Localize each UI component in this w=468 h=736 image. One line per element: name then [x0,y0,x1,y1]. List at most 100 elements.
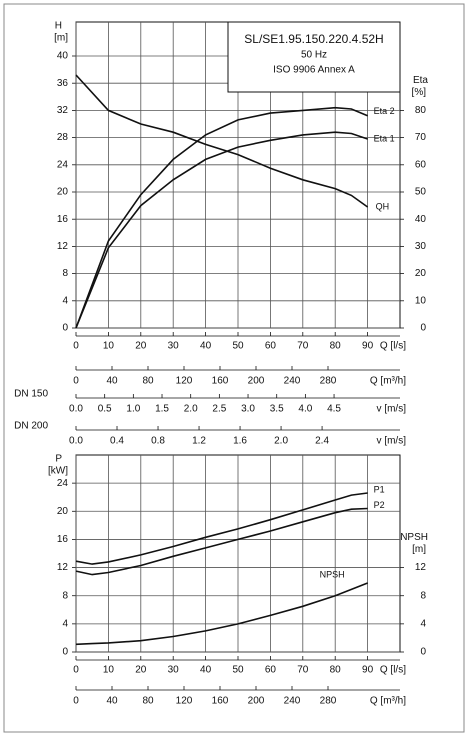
y-tick-label: 20 [57,187,69,198]
x-tick-label: 20 [135,665,147,676]
annotation-line: 50 Hz [301,50,327,61]
scale-tick-label: 40 [106,376,118,387]
y2-tick-label: 12 [415,562,427,573]
curve [75,131,368,329]
y-axis-label: P [55,454,62,465]
x-axis-label: Q [l/s] [380,341,406,352]
scale-tick-label: 160 [212,376,229,387]
y-tick-label: 8 [62,268,68,279]
x-tick-label: 90 [362,341,374,352]
y2-tick-label: 40 [415,214,427,225]
y-tick-label: 4 [62,618,68,629]
sheet-border [3,3,465,733]
y-tick-label: 12 [57,241,69,252]
scale-tick-label: 80 [142,376,154,387]
annotation-box [227,21,401,93]
scale-tick-label: 200 [248,376,265,387]
scale-tick-label: 0 [73,376,79,387]
scale-label: v [m/s] [377,436,407,447]
y2-tick-label: 4 [420,618,426,629]
y-tick-label: 0 [62,323,68,334]
y2-tick-label: 60 [415,159,427,170]
scale-tick-label: 4.0 [298,404,312,415]
y-tick-label: 4 [62,295,68,306]
curve-label: P2 [374,500,385,510]
scale-tick-label: 3.0 [241,404,255,415]
curve [75,106,368,329]
y2-tick-label: 0 [420,647,426,658]
curve-label: QH [376,201,390,211]
scale-name: DN 200 [14,421,48,432]
curve-label: NPSH [320,569,345,579]
scale-tick-label: 240 [284,696,301,707]
y-tick-label: 16 [57,214,69,225]
x-tick-label: 50 [232,665,244,676]
y2-tick-label: 50 [415,187,427,198]
scale-tick-label: 40 [106,696,118,707]
scale-tick-label: 1.6 [233,436,247,447]
x-tick-label: 60 [265,665,277,676]
scale-tick-label: 120 [176,696,193,707]
y2-tick-label: 80 [415,105,427,116]
x-tick-label: 10 [103,341,115,352]
x-tick-label: 90 [362,665,374,676]
y2-axis-unit: [%] [412,87,427,98]
x-tick-label: 20 [135,341,147,352]
scale-tick-label: 280 [320,376,337,387]
curve-label: P1 [374,484,385,494]
curve [75,507,368,576]
x-tick-label: 30 [168,665,180,676]
x-tick-label: 30 [168,341,180,352]
scale-tick-label: 0 [73,696,79,707]
scale-tick-label: 200 [248,696,265,707]
y2-tick-label: 30 [415,241,427,252]
scale-tick-label: 1.5 [155,404,169,415]
curve [75,582,368,646]
y-axis-unit: [kW] [48,466,68,477]
y2-tick-label: 20 [415,268,427,279]
y-axis-unit: [m] [54,33,68,44]
annotation-line: SL/SE1.95.150.220.4.52H [244,32,383,46]
y-tick-label: 40 [57,51,69,62]
x-axis-label: Q [l/s] [380,665,406,676]
y-tick-label: 36 [57,78,69,89]
x-tick-label: 70 [297,341,309,352]
curve [75,492,368,565]
scale-label: Q [m³/h] [370,376,406,387]
scale-tick-label: 2.5 [212,404,226,415]
x-tick-label: 70 [297,665,309,676]
y2-axis-unit: [m] [412,544,426,555]
x-tick-label: 80 [330,341,342,352]
annotation-line: ISO 9906 Annex A [273,65,355,76]
x-tick-label: 50 [232,341,244,352]
y2-tick-label: 8 [420,590,426,601]
scale-tick-label: 1.0 [126,404,140,415]
scale-tick-label: 4.5 [327,404,341,415]
scale-label: Q [m³/h] [370,696,406,707]
y-tick-label: 8 [62,590,68,601]
scale-tick-label: 120 [176,376,193,387]
scale-label: v [m/s] [377,404,407,415]
x-tick-label: 80 [330,665,342,676]
y-tick-label: 20 [57,506,69,517]
scale-tick-label: 1.2 [192,436,206,447]
y-tick-label: 24 [57,159,69,170]
y-tick-label: 0 [62,647,68,658]
scale-tick-label: 0.5 [98,404,112,415]
scale-tick-label: 2.0 [184,404,198,415]
x-tick-label: 0 [73,341,79,352]
y-tick-label: 12 [57,562,69,573]
scale-tick-label: 0.8 [151,436,165,447]
curve [75,74,369,208]
y-tick-label: 16 [57,534,69,545]
x-tick-label: 40 [200,665,212,676]
scale-name: DN 150 [14,389,48,400]
scale-tick-label: 3.5 [270,404,284,415]
y2-tick-label: 0 [420,323,426,334]
scale-tick-label: 2.0 [274,436,288,447]
y2-axis-label: NPSH [400,532,428,543]
y-tick-label: 32 [57,105,69,116]
y2-axis-label: Eta [413,75,428,86]
y-tick-label: 28 [57,132,69,143]
y-axis-label: H [55,21,62,32]
